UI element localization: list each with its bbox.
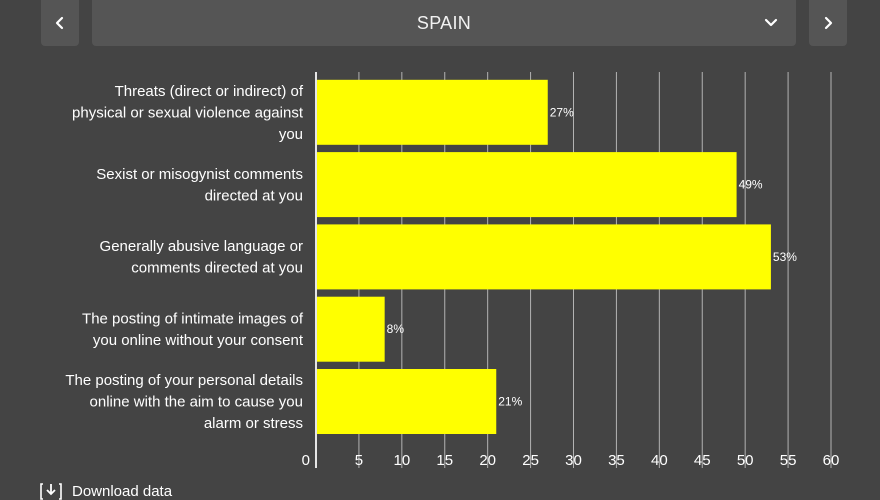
previous-country-button[interactable] [41,0,79,46]
bar [316,369,497,434]
category-label: alarm or stress [204,415,303,432]
x-tick-label: 40 [651,452,668,469]
bar-value-label: 53% [773,250,797,264]
category-label: Generally abusive language or [100,238,303,255]
x-tick-label: 45 [694,452,711,469]
category-label: you online without your consent [93,332,304,349]
x-tick-label: 15 [436,452,453,469]
x-tick-label: 30 [565,452,582,469]
chevron-down-icon [764,18,778,27]
x-tick-label: 25 [522,452,539,469]
bar [316,79,548,145]
bar [316,224,771,290]
x-tick-label: 0 [302,452,310,469]
category-label: Sexist or misogynist comments [96,166,303,183]
next-country-button[interactable] [809,0,847,46]
bar [316,296,385,362]
category-label: Threats (direct or indirect) of [115,83,304,100]
bar-value-label: 27% [550,105,574,119]
x-tick-label: 55 [780,452,797,469]
bar-value-label: 8% [387,322,405,336]
category-label: The posting of your personal details [65,372,303,389]
download-data-link[interactable]: Download data [40,482,172,500]
category-label: The posting of intimate images of [82,310,304,327]
x-tick-label: 60 [823,452,840,469]
x-tick-label: 50 [737,452,754,469]
bar-value-label: 49% [739,178,763,192]
x-tick-label: 20 [479,452,496,469]
category-label: physical or sexual violence against [72,104,304,121]
category-label: directed at you [205,187,303,204]
x-tick-label: 35 [608,452,625,469]
category-label: online with the aim to cause you [90,394,303,411]
category-label: comments directed at you [131,260,303,277]
bar-value-label: 21% [498,395,522,409]
country-select[interactable]: SPAIN [92,0,796,46]
bar [316,152,737,218]
category-label: you [279,126,303,143]
bar-chart: 27% Threats (direct or indirect) of physic… [65,72,840,469]
download-data-label: Download data [72,482,173,500]
x-tick-label: 5 [355,452,363,469]
download-icon [40,483,62,500]
chevron-left-icon [55,16,64,30]
chevron-right-icon [824,16,833,30]
country-label: SPAIN [416,12,472,33]
x-tick-label: 10 [393,452,410,469]
